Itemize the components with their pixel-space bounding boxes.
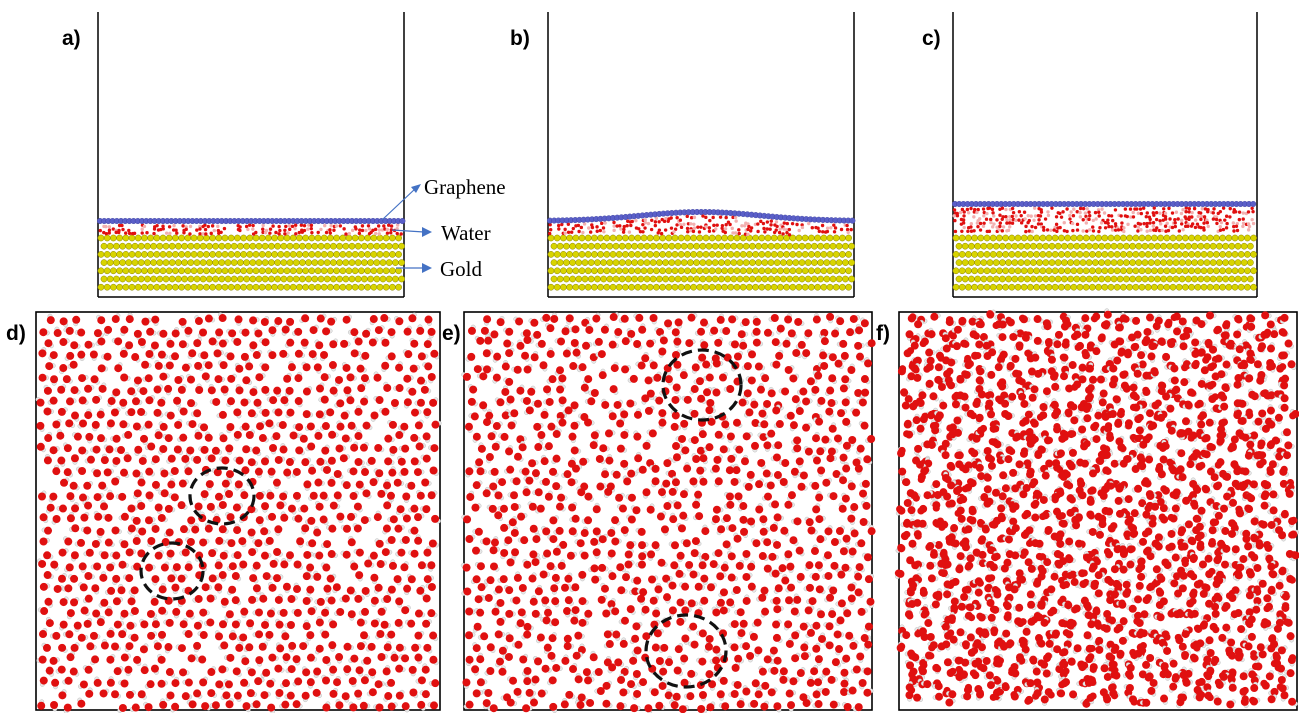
gold-slab xyxy=(547,234,855,291)
panel-c-side-view xyxy=(952,12,1258,298)
water-arrow xyxy=(391,229,425,233)
water-arrowhead-icon xyxy=(422,227,432,237)
panel-label-d: d) xyxy=(6,322,26,345)
panel-label-a: a) xyxy=(62,27,81,50)
water-layer xyxy=(952,206,1256,234)
panel-f-top-view xyxy=(894,308,1299,711)
water-molecules xyxy=(894,308,1299,709)
legend-gold: Gold xyxy=(440,257,483,281)
panel-e-top-view xyxy=(460,311,876,713)
graphene-sheet xyxy=(96,217,406,224)
panel-a-side-view xyxy=(96,12,406,298)
panel-label-f: f) xyxy=(876,322,890,345)
panel-label-b: b) xyxy=(510,27,530,50)
panel-b-side-view xyxy=(547,12,856,298)
gold-arrowhead-icon xyxy=(422,263,432,273)
panel-label-e: e) xyxy=(442,322,461,345)
legend: Graphene Water Gold xyxy=(381,175,506,281)
panel-label-c: c) xyxy=(922,27,941,50)
graphene-arrow xyxy=(381,187,417,221)
water-layer xyxy=(98,223,403,236)
water-molecules xyxy=(35,312,442,713)
highlight-circle-2 xyxy=(644,613,728,689)
highlight-circle-2 xyxy=(139,541,205,601)
graphene-sheet xyxy=(952,200,1257,207)
highlight-circle-1 xyxy=(188,466,256,526)
gold-slab xyxy=(97,234,405,291)
water-layer xyxy=(547,214,853,237)
panel-d-top-view xyxy=(35,311,442,713)
graphene-arrowhead-icon xyxy=(411,184,421,193)
highlight-circle-1 xyxy=(661,348,743,422)
legend-water: Water xyxy=(441,221,491,245)
legend-graphene: Graphene xyxy=(424,175,506,199)
graphene-sheet xyxy=(547,209,856,224)
gold-slab xyxy=(952,234,1257,291)
